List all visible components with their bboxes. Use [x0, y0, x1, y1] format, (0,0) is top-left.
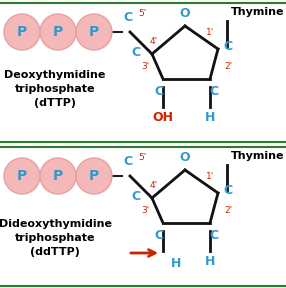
- Text: P: P: [53, 25, 63, 39]
- Text: P: P: [17, 25, 27, 39]
- Text: H: H: [205, 111, 215, 124]
- Text: C: C: [223, 185, 232, 198]
- Ellipse shape: [4, 14, 40, 50]
- Ellipse shape: [40, 14, 76, 50]
- Text: H: H: [205, 255, 215, 268]
- Text: C: C: [209, 229, 219, 242]
- Ellipse shape: [76, 158, 112, 194]
- Text: 1': 1': [206, 172, 214, 181]
- Text: 1': 1': [206, 28, 214, 37]
- Text: Thymine: Thymine: [231, 7, 285, 17]
- Text: Thymine: Thymine: [231, 151, 285, 161]
- Ellipse shape: [40, 158, 76, 194]
- Text: O: O: [180, 7, 190, 20]
- Text: C: C: [209, 85, 219, 98]
- Text: P: P: [89, 169, 99, 183]
- Text: P: P: [53, 169, 63, 183]
- Text: 2': 2': [224, 206, 232, 215]
- Text: OH: OH: [152, 111, 174, 124]
- Text: C: C: [154, 229, 164, 242]
- Text: C: C: [124, 11, 133, 24]
- Text: Dideoxythymidine
triphosphate
(ddTTP): Dideoxythymidine triphosphate (ddTTP): [0, 219, 112, 257]
- Ellipse shape: [76, 14, 112, 50]
- Text: 5': 5': [138, 153, 146, 162]
- Text: O: O: [180, 151, 190, 164]
- Text: P: P: [89, 25, 99, 39]
- Text: C: C: [154, 85, 164, 98]
- Text: 4': 4': [150, 181, 158, 190]
- Text: C: C: [131, 190, 140, 202]
- Text: H: H: [171, 257, 181, 270]
- Text: C: C: [131, 46, 140, 58]
- Text: 5': 5': [138, 9, 146, 18]
- Ellipse shape: [4, 158, 40, 194]
- Text: C: C: [124, 155, 133, 168]
- Text: Deoxythymidine
triphosphate
(dTTP): Deoxythymidine triphosphate (dTTP): [4, 70, 106, 108]
- Text: 4': 4': [150, 37, 158, 46]
- Text: P: P: [17, 169, 27, 183]
- Text: 2': 2': [224, 62, 232, 71]
- Text: C: C: [223, 41, 232, 54]
- Text: 3': 3': [141, 206, 149, 215]
- Text: 3': 3': [141, 62, 149, 71]
